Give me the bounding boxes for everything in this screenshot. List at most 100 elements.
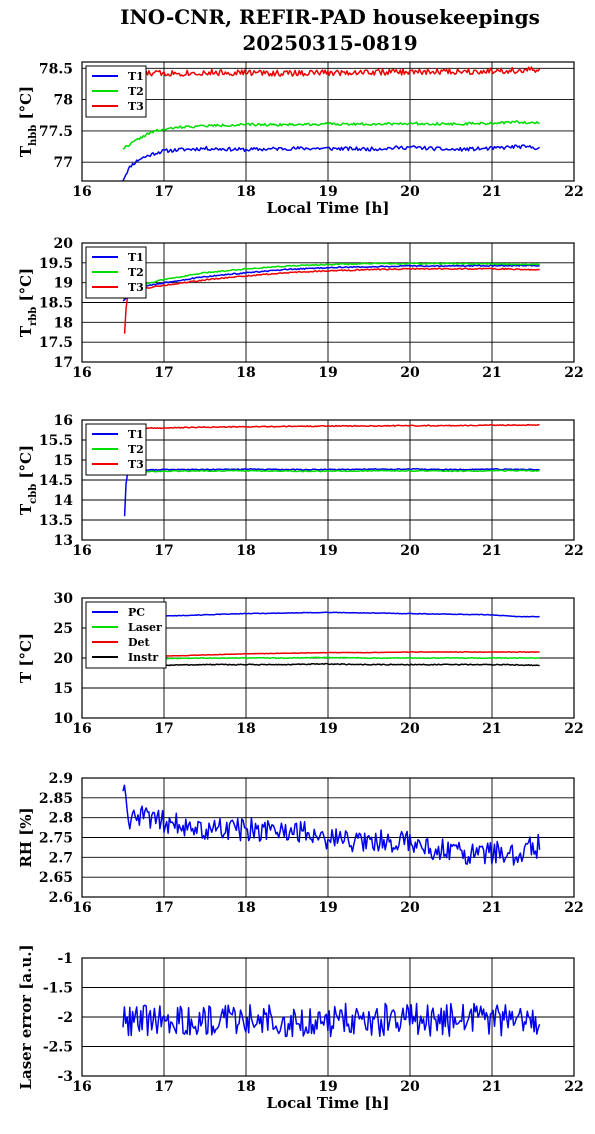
x-tick-label: 21 <box>482 1079 501 1095</box>
x-tick-label: 20 <box>400 365 420 381</box>
y-tick-label: 13 <box>54 533 73 549</box>
plot-frame <box>81 957 575 1077</box>
y-axis-label-subscript: hbb <box>28 125 39 146</box>
x-tick-label: 19 <box>318 184 337 200</box>
legend-label-laser: Laser <box>128 621 162 634</box>
figure-title-line2: 20250315-0819 <box>242 31 417 55</box>
plot-frame <box>81 777 575 898</box>
series-line-det <box>126 651 540 659</box>
chart-rh: 2.6 2.65 2.7 2.75 2.8 2.85 2.9 16 17 18 19 20 21 22 RH… <box>17 771 584 916</box>
y-tick-label: 20 <box>54 236 74 252</box>
x-tick-label: 18 <box>236 184 255 200</box>
y-tick-label: 17.5 <box>39 335 73 351</box>
x-tick-label: 18 <box>236 365 255 381</box>
y-axis-label: Laser error [a.u.] <box>17 944 35 1089</box>
x-tick-label: 19 <box>318 365 337 381</box>
x-tick-label: 22 <box>564 1079 583 1095</box>
y-tick-label: 2.75 <box>39 831 73 847</box>
x-tick-label: 19 <box>318 721 337 737</box>
x-tick-label: 19 <box>318 543 337 559</box>
plot-frame <box>81 61 575 182</box>
legend: T1 T2 T3 <box>85 246 147 299</box>
x-tick-label: 16 <box>72 721 91 737</box>
legend-label-t3: T3 <box>128 281 144 294</box>
y-tick-label: 2.7 <box>49 850 73 866</box>
y-tick-label: 10 <box>54 711 74 727</box>
series-group <box>122 1002 541 1038</box>
x-tick-label: 19 <box>318 1079 337 1095</box>
legend: PC Laser Det Instr <box>85 601 167 669</box>
legend: T1 T2 T3 <box>85 423 147 476</box>
legend-label-t2: T2 <box>128 85 144 98</box>
y-tick-label: 13.5 <box>39 513 73 529</box>
x-tick-label: 21 <box>482 900 501 916</box>
legend-label-t3: T3 <box>128 458 144 471</box>
x-tick-label: 21 <box>482 721 501 737</box>
series-group <box>122 262 540 334</box>
y-tick-label: 2.9 <box>49 771 73 787</box>
plot-frame <box>81 419 575 541</box>
series-line-t1 <box>122 144 541 181</box>
y-tick-label: 17 <box>54 355 73 371</box>
y-axis-label: RH [%] <box>17 807 35 867</box>
y-tick-label: 2.6 <box>49 890 73 906</box>
legend-label-t1: T1 <box>128 251 144 264</box>
figure-title-line1: INO-CNR, REFIR-PAD housekeepings <box>120 5 540 29</box>
x-axis-label: Local Time [h] <box>267 1094 390 1112</box>
series-line-instr <box>126 662 540 667</box>
plot-frame <box>81 597 575 719</box>
y-tick-label: -3 <box>57 1069 73 1085</box>
y-axis-label-unit: [°C] <box>17 86 35 125</box>
x-tick-label: 18 <box>236 721 255 737</box>
series-group <box>122 66 541 181</box>
y-tick-label: 14 <box>54 493 74 509</box>
y-tick-label: 78 <box>54 93 73 109</box>
y-axis-label-subscript: rbb <box>28 307 39 326</box>
chart-temps: 10 15 20 25 30 16 17 18 19 20 21 22 T [°C] PC Laser Det… <box>17 591 584 737</box>
y-axis-label: Trbb [°C] <box>17 268 39 337</box>
legend-label-pc: PC <box>128 606 145 619</box>
y-tick-label: -2 <box>57 1010 73 1026</box>
y-axis-label-main: T <box>17 145 35 157</box>
y-axis-label: T [°C] <box>17 633 35 683</box>
y-tick-label: 15.5 <box>39 433 73 449</box>
y-tick-label: 15 <box>54 453 73 469</box>
series-line-t2 <box>122 262 540 300</box>
y-tick-label: 30 <box>54 591 74 607</box>
x-tick-label: 22 <box>564 365 583 381</box>
x-tick-label: 20 <box>400 1079 420 1095</box>
x-tick-label: 21 <box>482 365 501 381</box>
x-tick-label: 21 <box>482 543 501 559</box>
y-axis-label-subscript: cbb <box>28 484 39 504</box>
x-tick-label: 20 <box>400 543 420 559</box>
legend-label-det: Det <box>128 636 151 649</box>
x-tick-label: 18 <box>236 543 255 559</box>
y-tick-label: 77 <box>54 155 73 171</box>
y-axis-label: Tcbb [°C] <box>17 445 39 515</box>
y-tick-label: 25 <box>54 621 73 637</box>
x-tick-label: 16 <box>72 900 91 916</box>
legend-label-t2: T2 <box>128 443 144 456</box>
y-axis-label-main: T <box>17 325 35 337</box>
chart-thbb: 77 77.5 78 78.5 16 17 18 19 20 21 22 Local Time [h]… <box>17 61 584 217</box>
y-tick-label: 2.65 <box>39 870 73 886</box>
x-axis-label: Local Time [h] <box>267 199 390 217</box>
x-tick-label: 21 <box>482 184 501 200</box>
x-tick-label: 22 <box>564 184 583 200</box>
y-axis-label: Thbb [°C] <box>17 86 39 157</box>
chart-tcbb: 13 13.5 14 14.5 15 15.5 16 16 17 18 19 20 21 22 Tcbb [… <box>17 413 584 559</box>
legend-label-t1: T1 <box>128 428 144 441</box>
series-line-t2 <box>122 120 540 150</box>
x-tick-label: 16 <box>72 1079 91 1095</box>
legend-label-t1: T1 <box>128 70 144 83</box>
series-line-laser <box>127 656 540 660</box>
series-line-t3 <box>123 267 540 334</box>
y-tick-label: 15 <box>54 681 73 697</box>
x-tick-label: 17 <box>154 184 173 200</box>
y-tick-label: 78.5 <box>39 61 73 77</box>
x-tick-label: 22 <box>564 721 583 737</box>
y-tick-label: 16 <box>54 413 73 429</box>
y-tick-label: 19 <box>54 276 73 292</box>
series-group <box>126 611 540 667</box>
